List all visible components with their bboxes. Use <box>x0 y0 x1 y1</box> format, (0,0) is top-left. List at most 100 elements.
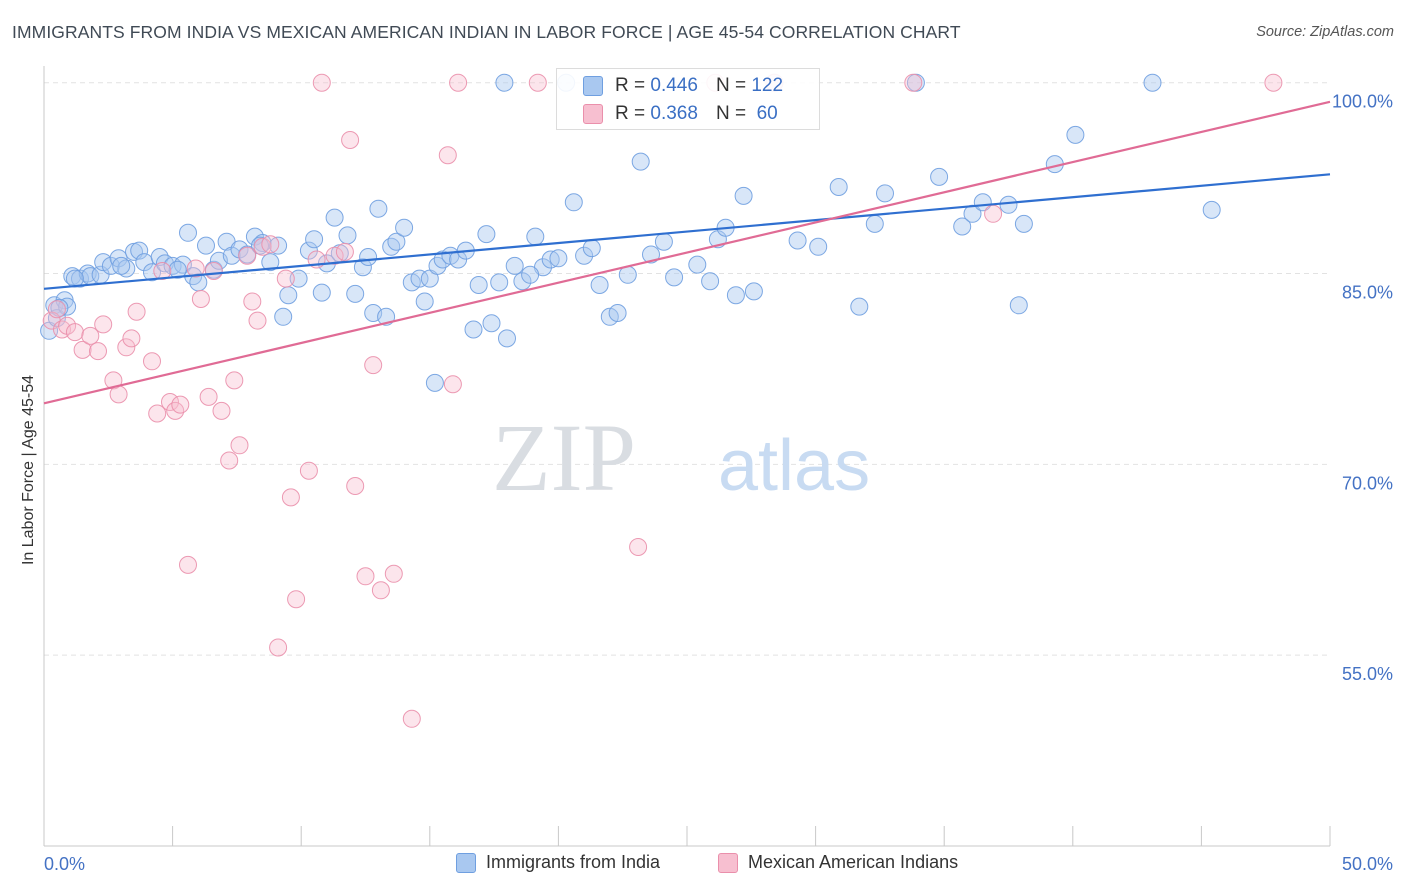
data-point <box>464 320 483 339</box>
trend-line-mexican <box>43 100 1331 405</box>
data-point <box>564 193 583 212</box>
data-point <box>1066 125 1085 144</box>
data-point <box>81 326 100 345</box>
x-tick-label: 50.0% <box>1342 854 1393 874</box>
stats-legend: R = 0.446 N = 122 R = 0.368 N = 60 <box>556 68 820 130</box>
data-point <box>186 259 205 278</box>
legend-label-mexican: Mexican American Indians <box>748 852 959 872</box>
series-mexican-american-indians <box>42 73 1283 728</box>
stats-swatch-mexican <box>583 104 603 124</box>
data-point <box>999 195 1018 214</box>
data-point <box>513 272 532 291</box>
x-tick-label: 0.0% <box>44 854 85 874</box>
data-point <box>469 276 488 294</box>
watermark-atlas: atlas <box>718 426 870 506</box>
data-point <box>384 564 403 583</box>
data-point <box>197 236 215 255</box>
data-point <box>346 284 365 303</box>
stats-row-mexican: R = 0.368 N = 60 <box>583 100 778 128</box>
stats-n-value: 60 <box>751 103 778 124</box>
gridlines <box>44 82 1330 656</box>
data-point <box>238 246 257 265</box>
data-point <box>261 235 280 254</box>
data-point <box>1202 200 1221 219</box>
chart-title: IMMIGRANTS FROM INDIA VS MEXICAN AMERICA… <box>12 22 961 42</box>
data-point <box>505 256 524 275</box>
data-point <box>143 352 161 371</box>
stats-n-value: 122 <box>751 75 784 96</box>
data-point <box>353 258 372 277</box>
data-point <box>744 282 763 301</box>
data-point <box>104 371 123 390</box>
data-point <box>253 234 272 252</box>
trend-lines <box>43 100 1331 405</box>
legend-swatch-india <box>456 852 476 873</box>
data-point <box>287 590 306 609</box>
data-point <box>161 393 179 411</box>
data-point <box>425 373 444 392</box>
data-point <box>279 286 298 305</box>
data-point <box>642 245 660 264</box>
stats-r-label: R = <box>615 75 646 96</box>
data-point <box>1143 73 1162 92</box>
data-point <box>220 451 239 470</box>
stats-n-label: N = <box>715 103 747 124</box>
legend-label-india: Immigrants from India <box>486 852 661 872</box>
data-point <box>930 167 949 186</box>
data-point <box>410 269 429 288</box>
data-point <box>47 300 66 319</box>
data-point <box>269 236 288 255</box>
data-point <box>127 302 146 321</box>
data-point <box>65 323 84 342</box>
data-point <box>148 404 167 423</box>
data-point <box>876 184 894 203</box>
data-point <box>212 401 231 420</box>
data-point <box>575 246 594 265</box>
data-point <box>734 186 753 205</box>
data-point <box>305 230 324 249</box>
data-point <box>608 304 627 322</box>
data-point <box>171 395 190 414</box>
data-point <box>726 286 745 305</box>
data-point <box>984 204 1003 223</box>
legend-item-mexican[interactable]: Mexican American Indians <box>718 852 958 873</box>
data-point <box>109 385 128 404</box>
data-point <box>443 375 462 394</box>
data-point <box>94 315 113 334</box>
data-point <box>312 283 331 302</box>
data-point <box>654 232 673 251</box>
stats-row-india: R = 0.446 N = 122 <box>583 72 783 100</box>
stats-r-value: 0.446 <box>650 75 698 96</box>
data-point <box>498 329 516 348</box>
data-point <box>402 709 421 728</box>
data-point <box>415 292 434 311</box>
legend-item-india[interactable]: Immigrants from India <box>456 852 660 873</box>
y-tick-label: 100.0% <box>1332 92 1393 112</box>
stats-swatch-india <box>583 76 603 96</box>
data-point <box>179 223 197 242</box>
data-point <box>112 256 131 275</box>
y-tick-label: 85.0% <box>1342 283 1393 303</box>
data-point <box>364 356 383 375</box>
data-point <box>122 329 141 348</box>
data-point <box>225 371 244 390</box>
stats-n-label: N = <box>715 75 747 96</box>
data-point <box>299 461 318 480</box>
data-point <box>549 249 568 268</box>
source-label: Source: ZipAtlas.com <box>1256 24 1394 40</box>
y-tick-label: 70.0% <box>1342 473 1393 493</box>
data-point <box>222 246 241 265</box>
data-point <box>541 250 560 269</box>
y-axis-label: In Labor Force | Age 45-54 <box>20 374 37 566</box>
data-point <box>387 232 406 251</box>
axes <box>43 66 1331 847</box>
data-point <box>289 269 308 288</box>
data-point <box>665 268 684 287</box>
data-point <box>526 227 545 246</box>
data-point <box>629 538 648 556</box>
data-point <box>153 262 172 280</box>
data-point <box>58 297 77 316</box>
data-point <box>281 488 300 507</box>
data-point <box>338 226 357 245</box>
